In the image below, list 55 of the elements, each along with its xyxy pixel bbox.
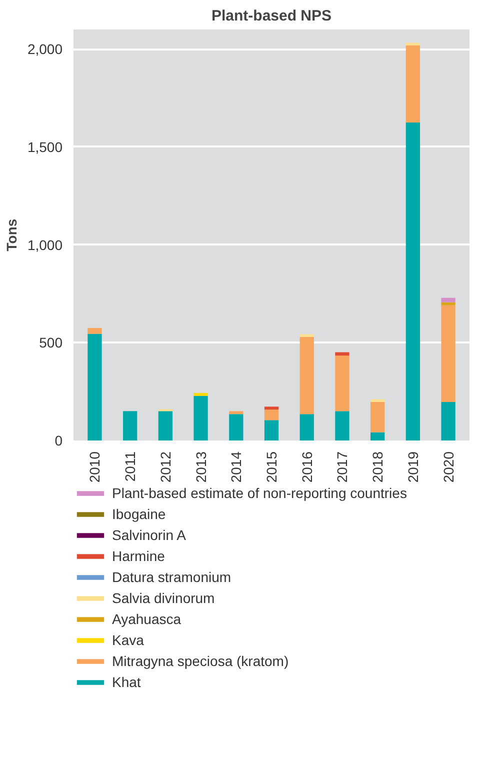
bar [123, 411, 138, 440]
legend-label: Mitragyna speciosa (kratom) [112, 653, 289, 669]
bar [370, 399, 385, 402]
y-tick-label: 2,000 [27, 41, 63, 58]
x-tick-label: 2014 [228, 451, 244, 483]
bar [335, 352, 350, 356]
bar [406, 42, 420, 46]
x-tick-label: 2017 [334, 451, 350, 483]
x-tick-label: 2018 [370, 451, 386, 483]
bar [300, 336, 314, 414]
bar [441, 305, 456, 402]
y-tick-label: 0 [54, 432, 63, 448]
bar [300, 414, 314, 440]
y-tick-label: 1,500 [27, 138, 63, 155]
legend-label: Khat [112, 674, 141, 690]
bar [441, 402, 456, 440]
bar [88, 334, 102, 440]
x-tick-label: 2011 [122, 451, 138, 482]
bar [335, 411, 350, 440]
y-axis-title: Tons [3, 218, 20, 252]
bar [229, 414, 244, 440]
bar [194, 396, 208, 440]
bar [300, 334, 314, 337]
bar [264, 420, 279, 440]
bar [370, 432, 385, 440]
legend-label: Kava [112, 632, 144, 648]
bar [158, 411, 172, 440]
bar [88, 328, 102, 334]
legend-label: Ayahuasca [112, 611, 182, 627]
x-tick-label: 2012 [157, 451, 174, 483]
legend-label: Salvinorin A [112, 527, 186, 543]
bar [370, 402, 385, 432]
bar [194, 392, 208, 396]
legend-label: Datura stramonium [112, 569, 232, 585]
bar [406, 45, 420, 122]
legend-label: Plant-based estimate of non-reporting countries [112, 485, 407, 501]
bar [406, 122, 420, 440]
chart-title: Plant-based NPS [211, 8, 332, 24]
y-tick-label: 1,000 [27, 236, 63, 253]
bar [441, 298, 456, 302]
legend-label: Salvia divinorum [112, 590, 215, 606]
bar [264, 410, 279, 420]
x-tick-label: 2020 [440, 451, 456, 483]
x-tick-label: 2019 [404, 451, 421, 483]
bar [229, 411, 244, 414]
x-tick-label: 2010 [86, 451, 103, 483]
x-tick-label: 2013 [192, 451, 209, 483]
bar [335, 356, 350, 412]
legend-label: Ibogaine [112, 506, 166, 522]
x-tick-label: 2016 [298, 451, 315, 483]
legend-label: Harmine [112, 548, 165, 564]
bar [441, 302, 456, 306]
bar [264, 406, 279, 410]
y-tick-label: 500 [39, 334, 63, 351]
x-tick-label: 2015 [264, 451, 280, 483]
